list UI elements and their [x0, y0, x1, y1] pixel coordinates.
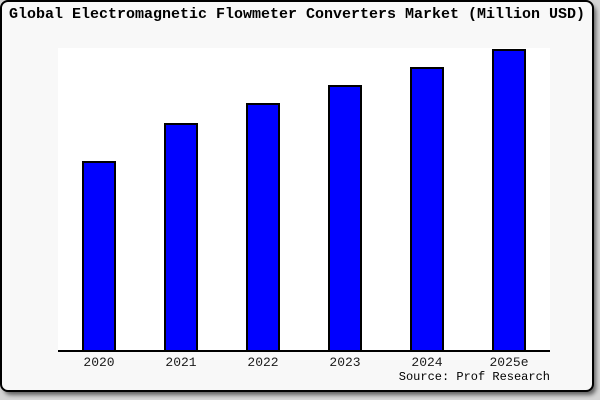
- x-tick-2020: 2020: [83, 355, 115, 370]
- bar-2022: [246, 103, 280, 350]
- plot-area: [58, 48, 550, 352]
- x-tick-2024: 2024: [411, 355, 443, 370]
- bar-2020: [82, 161, 116, 350]
- chart-card: Global Electromagnetic Flowmeter Convert…: [0, 0, 594, 392]
- x-tick-2025e: 2025e: [489, 355, 529, 370]
- bar-2021: [164, 123, 198, 350]
- bar-2025e: [492, 49, 526, 350]
- bar-2024: [410, 67, 444, 350]
- x-tick-2023: 2023: [329, 355, 361, 370]
- chart-title: Global Electromagnetic Flowmeter Convert…: [8, 6, 586, 23]
- source-note: Source: Prof Research: [398, 370, 550, 384]
- x-tick-2022: 2022: [247, 355, 279, 370]
- bar-2023: [328, 85, 362, 350]
- x-tick-2021: 2021: [165, 355, 197, 370]
